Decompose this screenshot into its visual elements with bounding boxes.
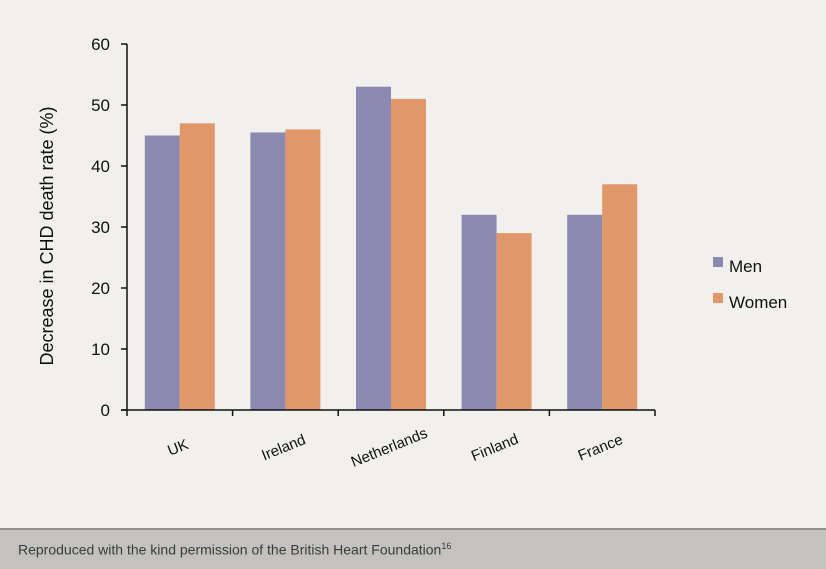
- axes-layer: UK Ireland Netherlands Finland France 0 10 20 30…: [37, 35, 656, 471]
- x-tick-label: France: [576, 431, 626, 464]
- footer-credit-text: Reproduced with the kind permission of t…: [18, 541, 442, 558]
- y-tick-label: 30: [91, 218, 110, 237]
- legend-swatch-women: [713, 293, 723, 303]
- x-tick-label: Finland: [469, 431, 521, 465]
- y-tick-label: 0: [101, 401, 110, 420]
- footer-reference: 16: [441, 541, 452, 551]
- y-axis-title: Decrease in CHD death rate (%): [37, 106, 57, 365]
- y-tick-label: 40: [91, 157, 110, 176]
- legend-swatch-men: [713, 257, 723, 267]
- bar-women-uk: [179, 123, 215, 411]
- bar-men-ireland: [250, 132, 286, 410]
- y-tick-label: 20: [91, 279, 110, 298]
- x-tick-label: UK: [165, 436, 191, 460]
- y-tick-label: 60: [91, 35, 110, 54]
- bar-women-finland: [496, 233, 532, 410]
- x-tick-label: Netherlands: [349, 425, 430, 471]
- footer-credit: Reproduced with the kind permission of t…: [18, 541, 451, 558]
- footer-bar: Reproduced with the kind permission of t…: [0, 528, 826, 569]
- bar-men-finland: [461, 214, 497, 410]
- y-tick-label: 10: [91, 340, 110, 359]
- bar-women-france: [602, 184, 638, 410]
- legend-label-women: Women: [729, 293, 787, 312]
- legend-label-men: Men: [729, 257, 762, 276]
- bar-women-netherlands: [391, 98, 426, 411]
- bar-men-netherlands: [356, 86, 391, 410]
- bar-chart: UK Ireland Netherlands Finland France 0 10 20 30…: [37, 35, 787, 471]
- bar-women-ireland: [285, 129, 321, 410]
- y-tick-label: 50: [91, 96, 110, 115]
- x-tick-label: Ireland: [259, 431, 308, 464]
- bars-layer: [144, 86, 638, 411]
- legend: Men Women: [713, 257, 787, 312]
- bar-men-uk: [144, 135, 180, 410]
- bar-men-france: [567, 214, 603, 410]
